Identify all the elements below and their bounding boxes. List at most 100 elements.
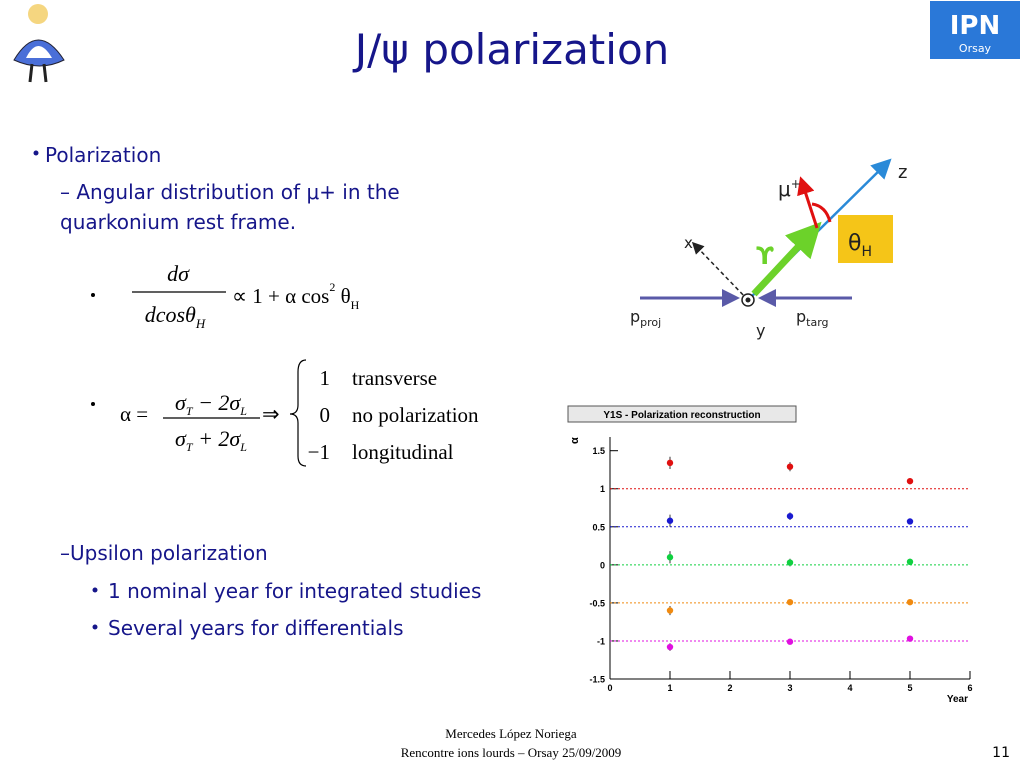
formula-part: L <box>239 404 247 418</box>
diagram-label: x <box>684 234 693 252</box>
bullet <box>92 587 98 593</box>
alice-logo <box>13 4 65 83</box>
diagram <box>640 158 893 307</box>
sub-bullet-text: – Angular distribution of μ+ in the <box>60 180 400 204</box>
y-tick-label: 1 <box>600 484 605 494</box>
y-tick-label: -1 <box>597 636 605 646</box>
formula-part: p <box>630 307 640 326</box>
data-point <box>906 635 914 642</box>
bullet <box>92 624 98 630</box>
x-tick-label: 2 <box>727 683 732 693</box>
data-point <box>906 518 914 525</box>
formula-part: 2 <box>329 280 335 294</box>
formula-part: H <box>861 244 872 260</box>
data-point <box>786 638 794 645</box>
theta-box <box>838 215 893 263</box>
y-tick-label: 0 <box>600 560 605 570</box>
sub-bullet-text: quarkonium rest frame. <box>60 210 296 234</box>
diagram-label: ϒ <box>756 242 775 270</box>
data-point <box>786 463 794 470</box>
formula-text: dσ <box>167 261 190 286</box>
item-text: 1 nominal year for integrated studies <box>108 579 481 603</box>
formula-text: ⇒ <box>262 402 280 426</box>
x-tick-label: 6 <box>967 683 972 693</box>
slide-title: J/ψ polarization <box>352 25 670 74</box>
formula-part: dσ <box>167 261 190 286</box>
x-axis-label: Year <box>947 694 968 705</box>
logo-box <box>930 1 1020 59</box>
data-point <box>786 598 794 606</box>
y-tick-label: -0.5 <box>589 598 605 608</box>
case-label: longitudinal <box>352 440 454 464</box>
diagram-label: pproj <box>630 307 661 329</box>
chart-title-box <box>567 405 797 423</box>
page-number: 11 <box>992 745 1010 761</box>
formula-part: T <box>186 404 194 418</box>
footer-text: Mercedes López Noriega <box>445 726 577 741</box>
formula-part: T <box>186 440 194 454</box>
footer-text: Rencontre ions lourds – Orsay 25/09/2009 <box>401 745 622 760</box>
y-axis-label: α <box>569 437 581 444</box>
case-label: transverse <box>352 366 437 390</box>
formula-part: + <box>791 177 801 191</box>
data-point <box>666 643 674 651</box>
data-point <box>666 459 674 467</box>
diagram-label: μ+ <box>778 177 801 201</box>
diagram-label: z <box>898 162 907 183</box>
formula-part: θ <box>848 231 861 256</box>
formula-part: ∝ 1 + α cos <box>232 284 329 308</box>
angle-arc <box>811 202 832 223</box>
formula-part: μ <box>778 177 791 201</box>
diagram-label: y <box>756 321 765 340</box>
formula-part: σ <box>175 390 187 415</box>
logo-text: IPN <box>950 11 1001 41</box>
y-tick-label: -1.5 <box>589 675 605 685</box>
formula-text: α = <box>120 402 148 426</box>
x-axis-arrow <box>691 241 749 301</box>
x-tick-label: 1 <box>667 683 672 693</box>
case-value: −1 <box>308 440 330 464</box>
x-tick-label: 0 <box>607 683 612 693</box>
formula-part: L <box>239 440 247 454</box>
x-tick-label: 3 <box>787 683 792 693</box>
bullet <box>91 293 95 297</box>
bullet-text: Polarization <box>45 143 161 167</box>
data-point <box>786 559 794 566</box>
chart-panel <box>560 398 988 710</box>
case-value: 1 <box>320 366 331 390</box>
muon-arrow <box>797 176 819 229</box>
formula-part: p <box>796 307 806 326</box>
formula-text: ∝ 1 + α cos2 θH <box>232 280 360 312</box>
chart: Y1S - Polarization reconstruction α Year -1… <box>569 410 973 705</box>
y-tick-label: 0.5 <box>592 522 605 532</box>
formula-part: proj <box>640 316 661 329</box>
case-label: no polarization <box>352 403 479 427</box>
data-point <box>906 598 914 606</box>
ipn-logo: IPN Orsay <box>930 1 1020 59</box>
data-point <box>666 517 674 524</box>
chart-title: Y1S - Polarization reconstruction <box>603 410 760 421</box>
bullet <box>33 150 39 156</box>
formula-part: + 2σ <box>193 426 242 451</box>
diagram-label: θH <box>848 231 872 260</box>
data-point <box>666 607 674 614</box>
formula-part: targ <box>806 316 828 329</box>
sub-bullet-text: –Upsilon polarization <box>60 541 268 565</box>
formula-part: − 2σ <box>193 390 242 415</box>
data-point <box>786 512 794 520</box>
formula-part: σ <box>175 426 187 451</box>
case-value: 0 <box>320 403 331 427</box>
brace <box>289 359 307 467</box>
data-point <box>906 558 914 566</box>
x-tick-label: 5 <box>907 683 912 693</box>
item-text: Several years for differentials <box>108 616 404 640</box>
logo-subtext: Orsay <box>959 42 992 55</box>
formula-text: σT − 2σL <box>175 390 247 418</box>
y-tick-label: 1.5 <box>592 446 605 456</box>
bullet <box>91 402 95 406</box>
data-point <box>906 477 914 485</box>
formula-part: H <box>195 316 206 331</box>
formula-text: σT + 2σL <box>175 426 247 454</box>
